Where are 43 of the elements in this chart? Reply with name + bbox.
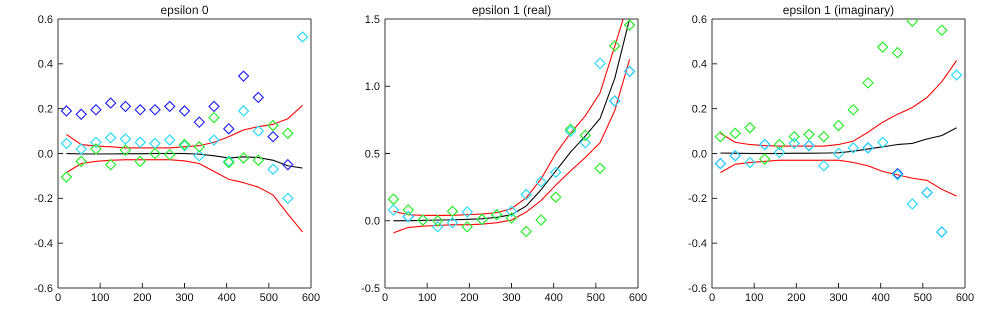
y-tick-label: 0.4 bbox=[692, 58, 707, 71]
x-tick-label: 300 bbox=[502, 292, 521, 304]
x-tick-label: 500 bbox=[260, 292, 278, 304]
y-tick-label: 0.0 bbox=[38, 148, 53, 160]
x-tick-label: 400 bbox=[217, 292, 236, 304]
x-tick-label: 500 bbox=[914, 292, 932, 304]
x-tick-label: 600 bbox=[302, 292, 320, 304]
y-tick-label: -0.2 bbox=[688, 193, 707, 206]
y-tick-label: 0.0 bbox=[692, 148, 707, 160]
y-tick-label: 1.0 bbox=[364, 81, 380, 94]
y-tick-label: 0.2 bbox=[38, 104, 53, 116]
y-tick-label: -0.5 bbox=[361, 282, 380, 295]
y-tick-label: -0.2 bbox=[34, 193, 53, 206]
y-tick-label: 0.2 bbox=[692, 104, 707, 116]
y-tick-label: 0.6 bbox=[692, 14, 707, 26]
y-tick-label: 1.5 bbox=[364, 14, 380, 26]
x-tick-label: 300 bbox=[175, 292, 194, 304]
x-tick-label: 400 bbox=[871, 292, 890, 304]
x-tick-label: 100 bbox=[418, 292, 436, 304]
x-tick-label: 600 bbox=[956, 292, 974, 304]
x-tick-label: 400 bbox=[544, 292, 563, 304]
y-tick-label: 0.0 bbox=[364, 216, 380, 228]
x-tick-label: 200 bbox=[460, 292, 479, 304]
x-tick-label: 200 bbox=[133, 292, 152, 304]
y-tick-label: -0.4 bbox=[34, 238, 53, 250]
y-tick-label: 0.5 bbox=[364, 148, 380, 160]
x-tick-label: 100 bbox=[90, 292, 110, 304]
x-tick-label: 0 bbox=[54, 292, 62, 304]
x-tick-label: 200 bbox=[787, 292, 806, 304]
x-tick-label: 0 bbox=[708, 292, 716, 304]
x-tick-label: 500 bbox=[586, 292, 606, 304]
y-tick-label: -0.6 bbox=[34, 282, 53, 295]
x-tick-label: 600 bbox=[628, 292, 648, 304]
y-tick-label: 0.4 bbox=[38, 58, 53, 71]
y-tick-label: -0.6 bbox=[688, 282, 707, 295]
chart-title: epsilon 0 bbox=[159, 3, 210, 17]
y-tick-label: 0.6 bbox=[38, 14, 53, 26]
x-tick-label: 0 bbox=[382, 292, 388, 304]
x-tick-label: 300 bbox=[829, 292, 848, 304]
y-tick-label: -0.4 bbox=[688, 238, 707, 250]
chart-title: epsilon 1 (real) bbox=[470, 3, 552, 17]
chart-title: epsilon 1 (imaginary) bbox=[782, 3, 896, 17]
x-tick-label: 100 bbox=[744, 292, 764, 304]
